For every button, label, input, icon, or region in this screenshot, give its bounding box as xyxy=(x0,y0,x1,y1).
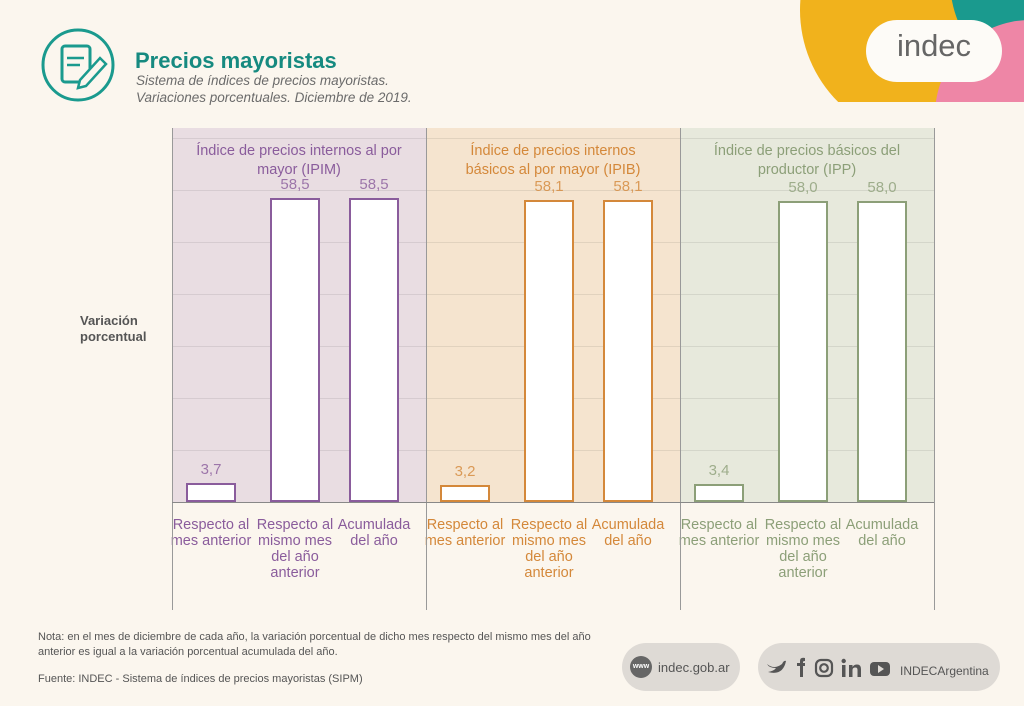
www-icon: www xyxy=(630,656,652,678)
value-label: 58,5 xyxy=(280,176,310,194)
grid-line xyxy=(680,138,934,140)
subtitle: Sistema de índices de precios mayoristas… xyxy=(136,73,389,88)
value-label: 58,1 xyxy=(613,178,643,196)
bar xyxy=(778,200,828,502)
title: Precios mayoristas xyxy=(135,48,337,73)
value-label: 58,0 xyxy=(867,178,897,196)
bar xyxy=(603,200,653,502)
source: Fuente: INDEC - Sistema de índices de pr… xyxy=(38,673,363,685)
panel-title: Índice de precios internos al por mayor … xyxy=(196,143,402,178)
grid-line xyxy=(172,190,426,192)
bar xyxy=(440,485,490,502)
plot: Índice de precios internos al por mayor … xyxy=(170,128,935,610)
y-axis-label: Variación porcentual xyxy=(80,313,147,344)
separator xyxy=(934,502,935,610)
logo: indec xyxy=(896,28,972,63)
category-label: Acumulada del año xyxy=(337,517,411,549)
subtitle: Variaciones porcentuales. Diciembre de 2… xyxy=(136,90,412,105)
separator xyxy=(934,128,935,502)
bar xyxy=(186,482,236,502)
category-label: Respecto al mes anterior xyxy=(424,517,506,549)
grid-line xyxy=(172,138,426,140)
category-label: Respecto al mes anterior xyxy=(170,517,252,549)
bar xyxy=(524,200,574,502)
category-label: Acumulada del año xyxy=(845,517,919,549)
social-icons xyxy=(767,657,890,678)
value-label: 3,2 xyxy=(454,463,476,481)
social-handle[interactable]: INDECArgentina xyxy=(900,664,989,678)
separator xyxy=(172,128,173,502)
bar xyxy=(270,198,320,502)
category-label: Respecto al mismo mes del año anterior xyxy=(764,517,842,581)
bar xyxy=(694,484,744,502)
grid-line xyxy=(680,190,934,192)
grid-line xyxy=(426,190,680,192)
header-graphics xyxy=(41,0,1024,102)
separator xyxy=(680,128,681,610)
value-label: 3,4 xyxy=(708,462,730,480)
note: Nota: en el mes de diciembre de cada año… xyxy=(38,631,591,658)
grid-line xyxy=(426,138,680,140)
bar xyxy=(349,198,399,502)
separator xyxy=(426,128,427,610)
category-label: Respecto al mes anterior xyxy=(678,517,760,549)
value-label: 58,5 xyxy=(359,176,389,194)
category-label: Respecto al mismo mes del año anterior xyxy=(510,517,588,581)
category-label: Acumulada del año xyxy=(591,517,665,549)
value-label: 58,1 xyxy=(534,178,564,196)
category-label: Respecto al mismo mes del año anterior xyxy=(256,517,334,581)
bar xyxy=(857,200,907,502)
separator xyxy=(172,502,173,610)
panel-title: Índice de precios básicos del productor … xyxy=(713,143,901,178)
panel-title: Índice de precios internos básicos al po… xyxy=(465,143,641,178)
value-label: 58,0 xyxy=(788,178,818,196)
value-label: 3,7 xyxy=(200,460,222,478)
x-axis xyxy=(172,502,934,503)
web-link[interactable]: indec.gob.ar xyxy=(658,660,730,675)
